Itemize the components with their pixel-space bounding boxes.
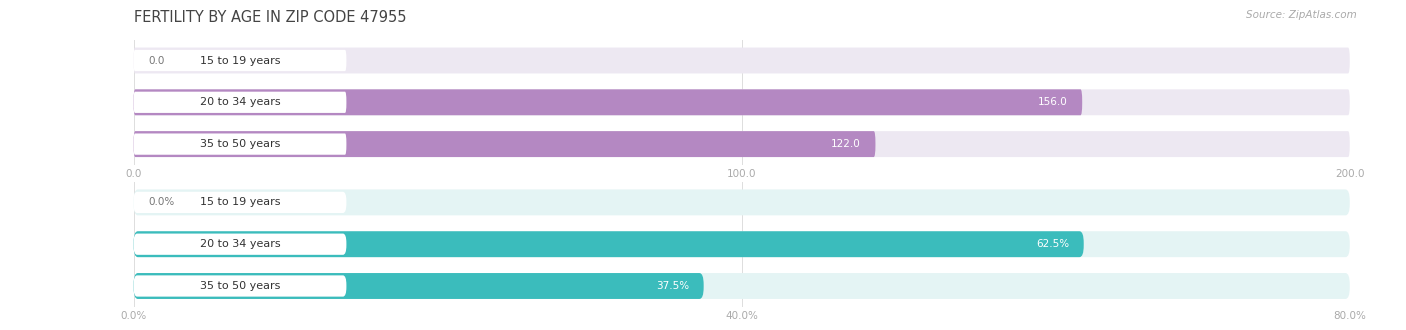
FancyBboxPatch shape	[134, 231, 1084, 257]
Text: 122.0: 122.0	[831, 139, 860, 149]
Text: FERTILITY BY AGE IN ZIP CODE 47955: FERTILITY BY AGE IN ZIP CODE 47955	[134, 10, 406, 25]
FancyBboxPatch shape	[134, 192, 346, 213]
Text: 20 to 34 years: 20 to 34 years	[200, 239, 280, 249]
FancyBboxPatch shape	[134, 275, 346, 297]
Text: 15 to 19 years: 15 to 19 years	[200, 55, 280, 65]
Text: 15 to 19 years: 15 to 19 years	[200, 197, 280, 207]
FancyBboxPatch shape	[134, 273, 703, 299]
FancyBboxPatch shape	[134, 50, 346, 71]
FancyBboxPatch shape	[134, 131, 1350, 157]
FancyBboxPatch shape	[134, 89, 1083, 115]
Text: 156.0: 156.0	[1038, 97, 1067, 107]
FancyBboxPatch shape	[134, 273, 1350, 299]
Text: 0.0%: 0.0%	[148, 197, 174, 207]
FancyBboxPatch shape	[134, 189, 1350, 215]
FancyBboxPatch shape	[134, 48, 1350, 74]
FancyBboxPatch shape	[134, 234, 346, 255]
FancyBboxPatch shape	[134, 92, 346, 113]
Text: 20 to 34 years: 20 to 34 years	[200, 97, 280, 107]
Text: 0.0: 0.0	[148, 55, 165, 65]
FancyBboxPatch shape	[134, 133, 346, 155]
Text: 62.5%: 62.5%	[1036, 239, 1069, 249]
Text: Source: ZipAtlas.com: Source: ZipAtlas.com	[1246, 10, 1357, 20]
Text: 35 to 50 years: 35 to 50 years	[200, 281, 280, 291]
Text: 37.5%: 37.5%	[657, 281, 689, 291]
FancyBboxPatch shape	[134, 89, 1350, 115]
Text: 35 to 50 years: 35 to 50 years	[200, 139, 280, 149]
FancyBboxPatch shape	[134, 231, 1350, 257]
FancyBboxPatch shape	[134, 131, 876, 157]
